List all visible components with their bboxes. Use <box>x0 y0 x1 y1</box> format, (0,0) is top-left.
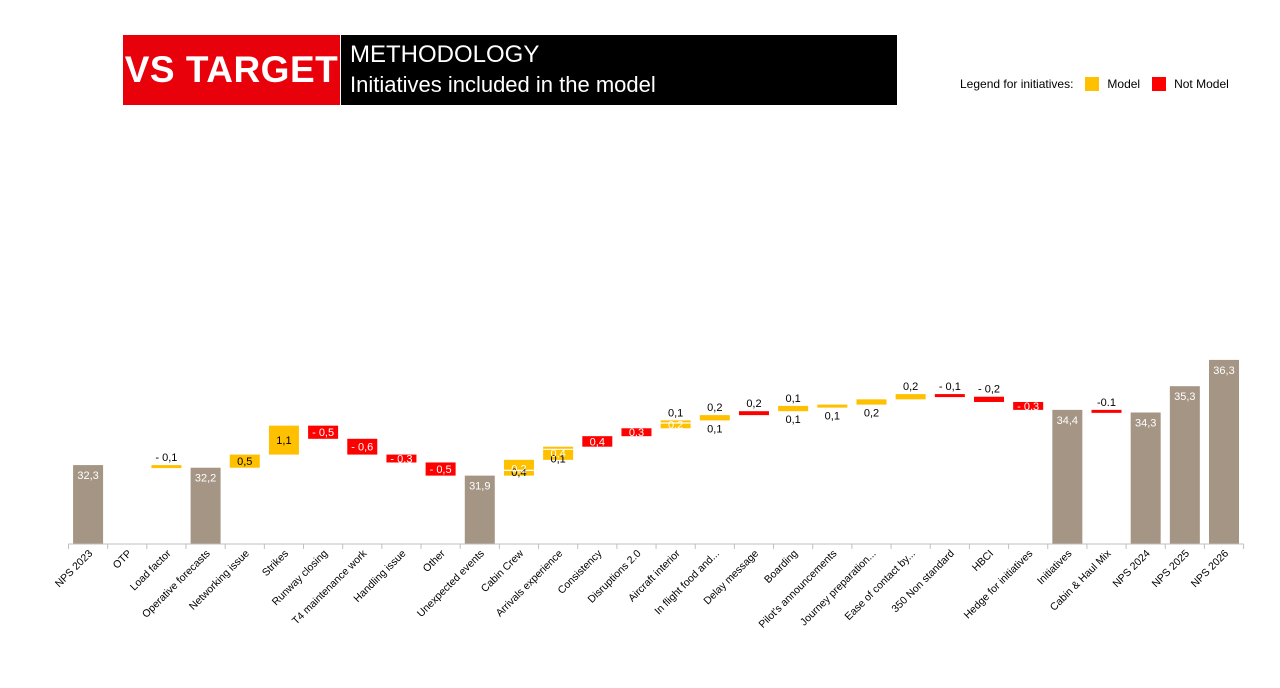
data-label-nps-2023-0: 32,3 <box>77 470 98 482</box>
data-label-ease-of-contact-by-0: 0,2 <box>903 381 918 393</box>
bar-journey-preparation <box>856 399 887 405</box>
x-tick-label-journey-preparation: Journey preparation... <box>798 548 879 629</box>
bar-runway-closing <box>308 425 339 439</box>
data-label-consistency-0: 0,4 <box>590 436 605 448</box>
x-tick-label-nps-2024: NPS 2024 <box>1110 548 1152 590</box>
x-tick-label-t4-maintenance-work: T4 maintenance work <box>290 547 370 627</box>
data-label-arrivals-experience-0: 0,1 <box>550 454 565 466</box>
data-label-350-non-standard-0: - 0,1 <box>939 381 961 393</box>
data-label-t4-maintenance-work-0: - 0,6 <box>351 442 373 454</box>
vs-target-badge: VS TARGET <box>123 35 340 105</box>
data-label-nps-2025-0: 35,3 <box>1174 391 1195 403</box>
bar-delay-message <box>738 411 769 416</box>
data-label-arrivals-experience-1: 0,4 <box>550 448 565 460</box>
chart-legend: Legend for initiatives: Model Not Model <box>960 75 1229 93</box>
data-label-nps-2026-0: 36,3 <box>1213 365 1234 377</box>
x-tick-label-nps-2025: NPS 2025 <box>1150 548 1192 590</box>
page-subtitle: Initiatives included in the model <box>350 72 656 97</box>
x-tick-label-hbci: HBCI <box>970 548 996 574</box>
data-label-runway-closing-0: - 0,5 <box>312 427 334 439</box>
bar-boarding <box>778 405 809 412</box>
bar-strikes <box>268 425 299 455</box>
x-tick-label-other: Other <box>421 547 448 574</box>
x-tick-label-operative-forecasts: Operative forecasts <box>140 548 213 621</box>
data-label-operative-forecasts-0: 32,2 <box>195 473 216 485</box>
bar-pilot-s-announcements <box>817 404 848 408</box>
data-label-boarding-0: 0,1 <box>785 393 800 405</box>
header-title-block: METHODOLOGY Initiatives included in the … <box>341 35 897 105</box>
bar-t4-maintenance-work <box>347 438 378 455</box>
data-label-cabin-haul-mix-0: -0.1 <box>1097 397 1116 409</box>
data-label-networking-issue-0: 0,5 <box>237 456 252 468</box>
x-tick-label-nps-2023: NPS 2023 <box>53 548 95 590</box>
x-tick-label-otp: OTP <box>111 548 135 572</box>
data-label-aircraft-interior-0: 0,1 <box>668 407 683 419</box>
vs-target-label: VS TARGET <box>124 49 339 90</box>
data-label-strikes-0: 1,1 <box>276 435 291 447</box>
x-tick-label-arrivals-experience: Arrivals experience <box>494 548 566 620</box>
bar-cabin-haul-mix <box>1091 409 1122 413</box>
data-label-pilot-s-announcements-0: 0,1 <box>825 411 840 423</box>
bar-networking-issue <box>229 454 260 468</box>
data-label-hbci-0: - 0,2 <box>978 384 1000 396</box>
data-label-cabin-crew-0: 0,4 <box>511 467 526 479</box>
data-label-load-factor-0: - 0,1 <box>155 452 177 464</box>
data-label-in-flight-food-and-1: 0,1 <box>707 423 722 435</box>
x-tick-label-boarding: Boarding <box>762 548 800 586</box>
bar-in-flight-food-and <box>699 415 730 421</box>
bar-operative-forecasts <box>190 467 221 544</box>
legend-label: Legend for initiatives: <box>960 77 1074 91</box>
x-tick-label-pilot-s-announcements: Pilot's announcements <box>756 548 839 631</box>
bar-nps-2025 <box>1169 386 1200 544</box>
x-tick-label-nps-2026: NPS 2026 <box>1189 548 1231 590</box>
bar-nps-2023 <box>73 465 104 544</box>
x-tick-label-hedge-for-initiatives: Hedge for initiatives <box>962 548 1036 622</box>
data-label-cabin-crew-1: 0,2 <box>511 464 526 476</box>
bar-hbci <box>973 396 1004 402</box>
bar-disruptions-2-0 <box>621 428 652 437</box>
legend-swatch-model <box>1085 77 1100 91</box>
bar-unexpected-events <box>464 475 495 544</box>
page-title: METHODOLOGY <box>350 41 540 68</box>
data-label-in-flight-food-and-0: 0,2 <box>707 402 722 414</box>
data-label-journey-preparation-0: 0,2 <box>864 408 879 420</box>
bar-consistency <box>582 436 613 447</box>
bar-initiatives <box>1052 409 1083 544</box>
bar-other <box>425 462 456 476</box>
data-label-unexpected-events-0: 31,9 <box>469 481 490 493</box>
x-tick-label-ease-of-contact-by: Ease of contact by... <box>843 548 918 623</box>
bar-aircraft-interior <box>660 420 691 429</box>
bar-ease-of-contact-by <box>895 394 926 400</box>
data-label-nps-2024-0: 34,3 <box>1135 418 1156 430</box>
bar-350-non-standard <box>934 394 965 398</box>
data-label-other-0: - 0,5 <box>430 464 452 476</box>
bar-nps-2026 <box>1209 359 1240 544</box>
data-label-aircraft-interior-1: 0,2 <box>668 419 683 431</box>
bar-load-factor <box>151 465 182 469</box>
bar-hedge-for-initiatives <box>1013 401 1044 410</box>
legend-swatch-not-model <box>1152 77 1167 91</box>
data-label-handling-issue-0: - 0,3 <box>390 454 412 466</box>
x-tick-label-strikes: Strikes <box>260 548 291 579</box>
data-label-delay-message-0: 0,2 <box>746 398 761 410</box>
legend-item-model: Model <box>1107 77 1141 91</box>
data-label-hedge-for-initiatives-0: - 0,3 <box>1017 401 1039 413</box>
x-tick-label-unexpected-events: Unexpected events <box>415 548 487 620</box>
data-label-disruptions-2-0-0: 0,3 <box>629 427 644 439</box>
x-tick-label-initiatives: Initiatives <box>1035 548 1074 587</box>
legend-item-not-model: Not Model <box>1174 77 1229 91</box>
bar-nps-2024 <box>1130 412 1161 544</box>
bar-handling-issue <box>386 454 417 463</box>
bar-arrivals-experience <box>543 446 574 460</box>
data-label-boarding-1: 0,1 <box>785 414 800 426</box>
bar-cabin-crew <box>503 459 534 476</box>
data-label-initiatives-0: 34,4 <box>1057 415 1078 427</box>
